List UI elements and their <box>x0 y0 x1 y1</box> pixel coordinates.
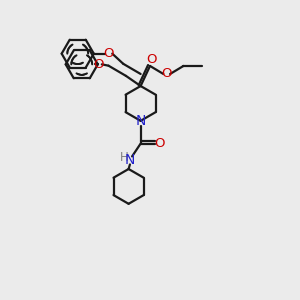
Text: H: H <box>120 151 128 164</box>
Text: O: O <box>93 58 104 71</box>
Text: O: O <box>161 68 171 80</box>
Text: O: O <box>146 53 157 66</box>
Text: O: O <box>103 47 114 60</box>
Text: N: N <box>125 153 135 166</box>
Text: O: O <box>155 137 165 150</box>
Text: N: N <box>135 114 146 128</box>
